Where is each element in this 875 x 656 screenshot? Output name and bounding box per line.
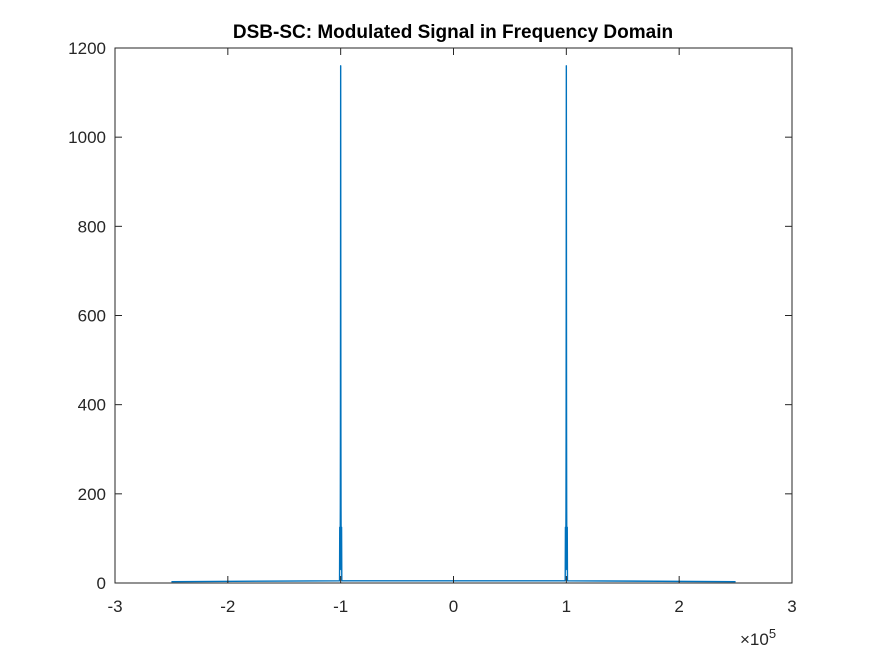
x-tick-label: 1 [562, 597, 571, 616]
y-tick-label: 0 [97, 574, 106, 593]
x-tick-label: 2 [674, 597, 683, 616]
x-tick-label: 3 [787, 597, 796, 616]
chart-title: DSB-SC: Modulated Signal in Frequency Do… [233, 22, 673, 43]
x-axis-exponent: ×105 [740, 626, 776, 649]
y-tick-label: 600 [78, 307, 106, 326]
x-axis-exponent-power: 5 [769, 626, 776, 641]
plot-area [115, 48, 792, 583]
y-tick-label: 400 [78, 396, 106, 415]
y-tick-label: 1200 [68, 39, 106, 58]
x-axis: -3 -2 -1 0 1 2 3 [107, 48, 797, 616]
x-tick-label: -2 [220, 597, 235, 616]
y-tick-label: 1000 [68, 128, 106, 147]
x-tick-label: -1 [333, 597, 348, 616]
x-tick-label: 0 [449, 597, 458, 616]
x-tick-label: -3 [107, 597, 122, 616]
x-axis-exponent-base: ×10 [740, 630, 769, 649]
y-tick-label: 800 [78, 217, 106, 236]
y-tick-label: 200 [78, 485, 106, 504]
y-axis: 0 200 400 600 800 1000 1200 [68, 39, 792, 593]
